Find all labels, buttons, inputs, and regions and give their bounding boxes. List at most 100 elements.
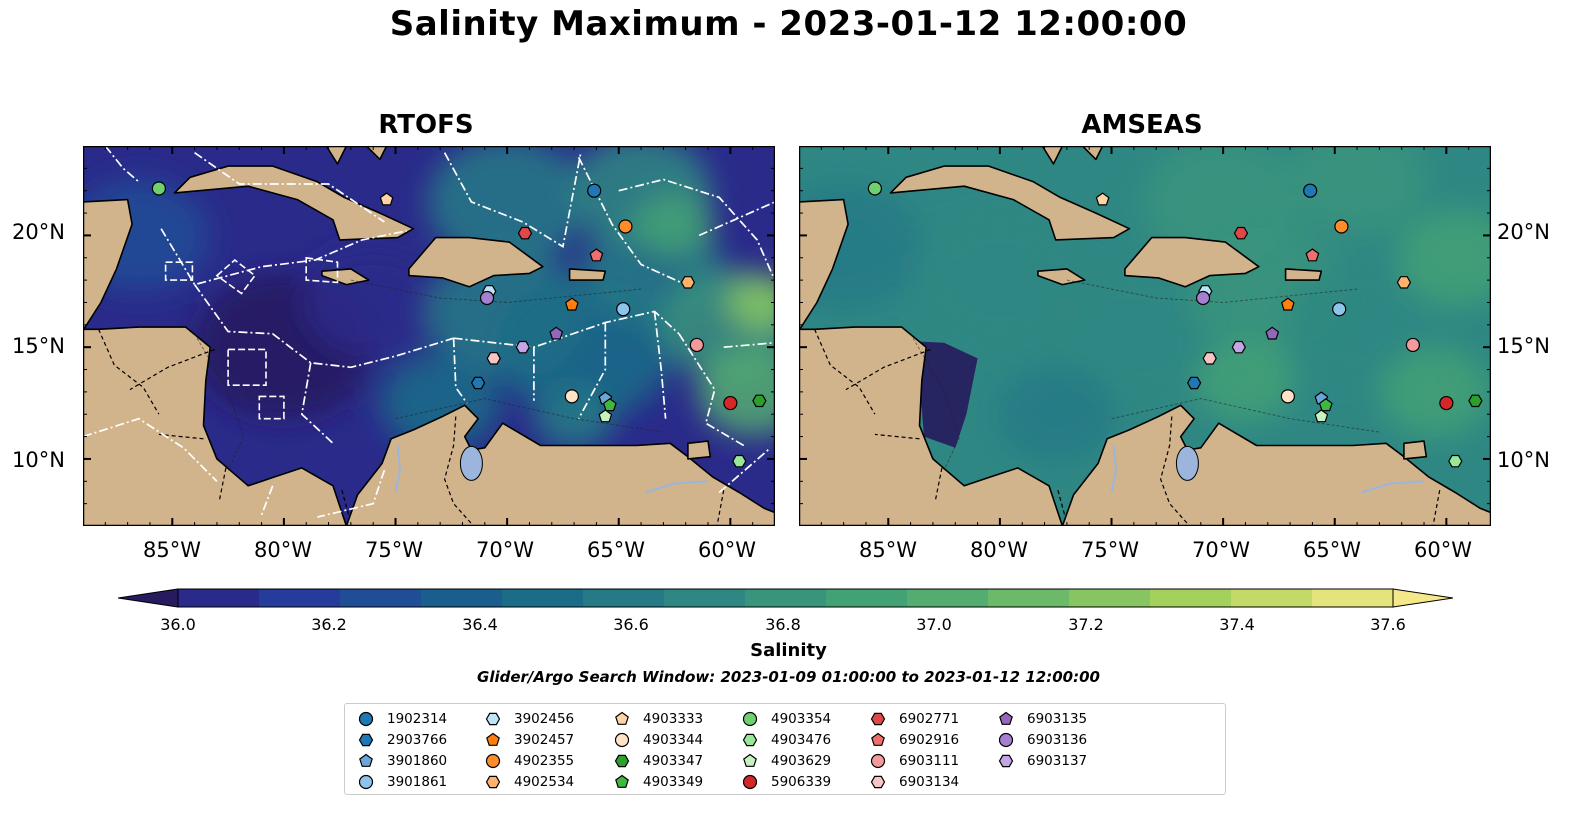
legend-label: 4903476 [771, 732, 832, 748]
eez-boundary [653, 311, 667, 419]
eez-boundary [723, 341, 775, 349]
float-marker-4903349 [602, 398, 617, 412]
land-southAmerica [345, 404, 775, 526]
legend-marker [870, 753, 886, 769]
land-central [83, 326, 348, 526]
land-cuba [889, 165, 1131, 241]
eez-boundary [160, 228, 407, 286]
colorbar-bin [907, 589, 989, 607]
float-marker-1902314 [587, 183, 602, 198]
protected-area-boundary [215, 258, 257, 295]
legend-marker [358, 711, 374, 727]
eez-boundary [618, 178, 774, 276]
land-bahamas1 [325, 146, 348, 165]
colorbar-bin [1312, 589, 1394, 607]
legend-label: 1902314 [387, 711, 448, 727]
float-marker-4903629 [598, 409, 613, 423]
float-marker-6903137 [1231, 340, 1246, 354]
legend-label: 4902355 [514, 753, 575, 769]
lake-maracaibo [459, 445, 483, 481]
float-marker-4902534 [1396, 276, 1412, 289]
eez-boundary [83, 417, 218, 482]
lon-tick-label: 80°W [254, 538, 312, 562]
legend-marker [485, 775, 501, 789]
colorbar-label: Salinity [750, 640, 827, 661]
salinity-patch [1397, 209, 1491, 306]
float-marker-4903333 [1095, 192, 1110, 206]
lon-tick-label: 70°W [476, 538, 534, 562]
eez-boundary [317, 469, 386, 518]
legend-marker [998, 732, 1014, 748]
river [645, 480, 709, 494]
land-bahamas2 [365, 146, 388, 161]
search-window-text: Glider/Argo Search Window: 2023-01-09 01… [477, 668, 1100, 686]
lon-tick-label: 75°W [365, 538, 423, 562]
colorbar-tick-label: 36.4 [462, 615, 498, 634]
lon-tick-label: 70°W [1192, 538, 1250, 562]
float-marker-4903333 [379, 192, 394, 206]
legend-marker [742, 774, 758, 790]
legend-marker-6903137 [998, 754, 1014, 768]
legend-marker-5906339 [742, 774, 758, 790]
eez-boundary [193, 284, 454, 369]
land-hispaniola [1124, 236, 1260, 288]
legend-marker-4902355 [485, 753, 501, 769]
lat-tick-label: 15°N [12, 334, 65, 358]
panel-title-amseas: AMSEAS [1081, 110, 1203, 140]
rtofs-salinity-map [83, 146, 775, 526]
float-legend: 1902314 2903766 3901860 3901861 3902456 39024… [344, 703, 1226, 795]
salinity-patch [1195, 340, 1296, 421]
river [1110, 445, 1118, 493]
country-border [934, 467, 943, 502]
float-marker-4903476 [1448, 454, 1463, 468]
legend-label: 3902456 [514, 711, 575, 727]
colorbar-bin [826, 589, 908, 607]
legend-label: 6902916 [899, 732, 960, 748]
lon-tick-label: 65°W [587, 538, 645, 562]
legend-marker-6902771 [870, 712, 886, 726]
lon-tick-label: 80°W [970, 538, 1028, 562]
legend-marker-2903766 [358, 733, 374, 747]
legend-marker-6903111 [870, 753, 886, 769]
colorbar-bin [664, 589, 746, 607]
legend-marker [358, 733, 374, 747]
legend-label: 6903136 [1027, 732, 1088, 748]
country-border [218, 467, 227, 502]
country-border [716, 490, 725, 526]
legend-label: 6903137 [1027, 753, 1088, 769]
legend-marker [358, 774, 374, 790]
legend-marker-4903333 [615, 711, 629, 725]
eez-boundary [698, 201, 775, 237]
colorbar-tick-label: 37.6 [1370, 615, 1406, 634]
float-marker-6903134 [1202, 352, 1217, 365]
protected-area-boundary [227, 348, 267, 386]
lon-tick-label: 60°W [1414, 538, 1472, 562]
float-marker-6903135 [549, 326, 564, 340]
float-marker-5906339 [1439, 395, 1454, 411]
protected-area-boundary [164, 261, 194, 281]
float-marker-3901861 [616, 302, 631, 317]
salinity-patch [1287, 146, 1428, 236]
isobath-contour [1111, 398, 1380, 433]
land-southAmerica [1061, 404, 1491, 526]
lat-tick-label: 10°N [12, 448, 65, 472]
legend-marker [870, 712, 886, 726]
float-marker-4903347 [752, 394, 767, 408]
float-marker-4903354 [867, 181, 882, 196]
legend-label: 4903629 [771, 753, 832, 769]
float-marker-6902916 [1305, 248, 1320, 262]
land-central [799, 326, 1064, 526]
isobath-contour [395, 398, 664, 433]
salinity-patch [534, 386, 615, 451]
country-border [1432, 490, 1441, 526]
float-marker-6902771 [1233, 226, 1249, 240]
land-bahamas1 [1041, 146, 1064, 165]
country-border [1159, 416, 1191, 526]
legend-label: 4903347 [643, 753, 704, 769]
legend-marker [485, 712, 501, 726]
colorbar-tick-label: 36.6 [613, 615, 649, 634]
colorbar-bin [340, 589, 422, 607]
colorbar-bin [178, 589, 260, 607]
eez-boundary [443, 152, 582, 248]
salinity-patch [634, 192, 715, 257]
